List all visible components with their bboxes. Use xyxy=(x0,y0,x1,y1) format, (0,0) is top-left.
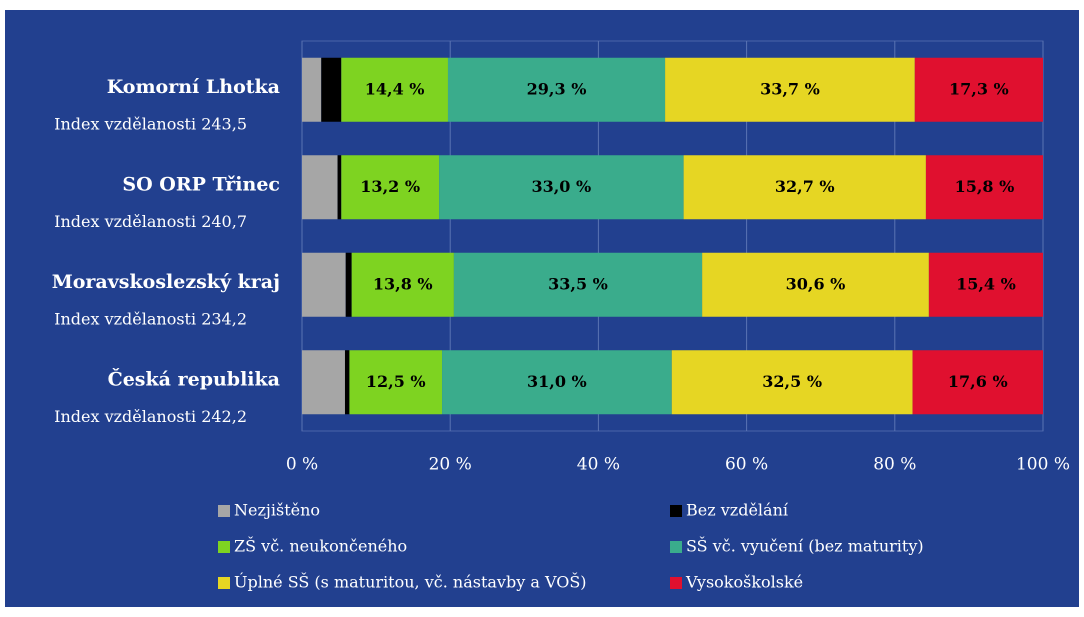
category-note: Index vzdělanosti 234,2 xyxy=(54,309,247,328)
category-label: SO ORP Třinec xyxy=(122,173,280,195)
bar-segment xyxy=(302,57,322,122)
category-label: Komorní Lhotka xyxy=(107,76,280,98)
x-tick-label: 80 % xyxy=(873,455,916,475)
bar-segment xyxy=(344,350,350,415)
x-tick-label: 20 % xyxy=(429,455,472,475)
category-note: Index vzdělanosti 242,2 xyxy=(54,407,247,426)
x-tick-label: 100 % xyxy=(1016,455,1070,475)
legend-label: Úplné SŠ (s maturitou, vč. nástavby a VO… xyxy=(234,572,587,592)
bar-segment xyxy=(702,252,929,317)
bar-segment xyxy=(341,57,448,122)
bar-segment xyxy=(912,350,1043,415)
bar-segment xyxy=(302,155,338,220)
bar-segment xyxy=(349,350,443,415)
bar-segment xyxy=(683,155,926,220)
category-note: Index vzdělanosti 243,5 xyxy=(54,114,247,133)
bar-segment xyxy=(341,155,440,220)
x-tick-label: 0 % xyxy=(286,455,318,475)
legend-label: ZŠ vč. neukončeného xyxy=(234,536,407,556)
value-label: 29,3 % xyxy=(527,79,587,98)
bar-segment xyxy=(439,155,684,220)
category-label: Moravskoslezský kraj xyxy=(52,271,280,293)
value-label: 33,7 % xyxy=(760,79,820,98)
value-label: 12,5 % xyxy=(366,372,426,391)
value-label: 17,6 % xyxy=(948,372,1008,391)
bar-segment xyxy=(302,252,346,317)
bar-segment xyxy=(928,252,1043,317)
legend-swatch xyxy=(670,541,682,553)
value-label: 33,0 % xyxy=(531,177,591,196)
bar-segment xyxy=(302,350,345,415)
value-label: 15,8 % xyxy=(955,177,1015,196)
bar-segment xyxy=(321,57,342,122)
legend-label: Bez vzdělání xyxy=(686,501,789,520)
category-label: Česká republika xyxy=(108,367,280,390)
value-label: 30,6 % xyxy=(786,274,846,293)
x-tick-label: 60 % xyxy=(725,455,768,475)
value-label: 13,8 % xyxy=(373,274,433,293)
value-label: 13,2 % xyxy=(360,177,420,196)
bar-segment xyxy=(337,155,342,220)
legend-label: SŠ vč. vyučení (bez maturity) xyxy=(686,536,924,556)
value-label: 14,4 % xyxy=(365,79,425,98)
bar-segment xyxy=(671,350,913,415)
legend-swatch xyxy=(670,505,682,517)
category-note: Index vzdělanosti 240,7 xyxy=(54,212,247,231)
bar-segment xyxy=(447,57,666,122)
legend-label: Vysokoškolské xyxy=(685,573,803,592)
bar-segment xyxy=(925,155,1043,220)
legend-swatch xyxy=(218,577,230,589)
legend-label: Nezjištěno xyxy=(234,501,320,520)
value-label: 32,7 % xyxy=(775,177,835,196)
bar-segment xyxy=(914,57,1043,122)
legend-swatch xyxy=(218,541,230,553)
x-tick-label: 40 % xyxy=(577,455,620,475)
value-label: 31,0 % xyxy=(527,372,587,391)
value-label: 17,3 % xyxy=(949,79,1009,98)
legend-swatch xyxy=(670,577,682,589)
bar-segment xyxy=(442,350,672,415)
bar-segment xyxy=(665,57,915,122)
value-label: 33,5 % xyxy=(548,274,608,293)
bar-segment xyxy=(345,252,352,317)
value-label: 32,5 % xyxy=(762,372,822,391)
value-label: 15,4 % xyxy=(956,274,1016,293)
bar-segment xyxy=(351,252,454,317)
legend-swatch xyxy=(218,505,230,517)
bar-segment xyxy=(453,252,703,317)
